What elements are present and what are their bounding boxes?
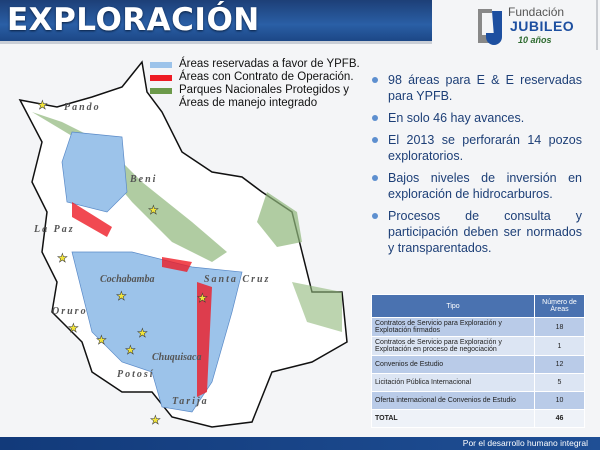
bullet-text: El 2013 se perforarán 14 pozos explorato… [388, 133, 582, 163]
cell-numero: 18 [534, 317, 585, 337]
logo-line2: JUBILEO [510, 18, 575, 34]
table-row: Licitación Pública Internacional 5 [371, 373, 585, 392]
bullet-text: 98 áreas para E & E reservadas para YPFB… [388, 73, 582, 103]
cell-total-label: TOTAL [371, 409, 535, 428]
svg-text:★: ★ [150, 413, 161, 427]
footer-text: Por el desarrollo humano integral [462, 438, 588, 448]
table-row: Oferta internacional de Convenios de Est… [371, 391, 585, 410]
svg-text:★: ★ [148, 203, 159, 217]
region-label-potosi: Potosí [117, 369, 155, 380]
fundacion-jubileo-logo: Fundación JUBILEO 10 años [470, 3, 580, 47]
cell-numero: 12 [534, 355, 585, 374]
legend-item: Parques Nacionales Protegidos y Áreas de… [150, 84, 360, 110]
svg-text:★: ★ [68, 321, 79, 335]
table-row: Contratos de Servicio para Exploración y… [371, 336, 585, 356]
cell-total-value: 46 [534, 409, 585, 428]
cell-numero: 5 [534, 373, 585, 392]
legend-swatch [150, 88, 172, 94]
region-label-cochabamba: Cochabamba [100, 274, 154, 285]
cell-tipo: Contratos de Servicio para Exploración y… [371, 336, 535, 356]
logo-line1: Fundación [508, 5, 565, 19]
bullet-item: El 2013 se perforarán 14 pozos explorato… [372, 132, 582, 164]
logo-line3: 10 años [518, 35, 552, 45]
table-row: Contratos de Servicio para Exploración y… [371, 317, 585, 337]
logo-mark-icon [478, 9, 502, 45]
bullet-icon [372, 77, 378, 83]
region-label-la-paz: La Paz [33, 224, 75, 235]
capital-star-icons: ★★★★ ★★ ★★★★ [37, 98, 208, 428]
svg-text:★: ★ [57, 251, 68, 265]
svg-text:★: ★ [96, 333, 107, 347]
bullet-icon [372, 175, 378, 181]
bolivia-map: Pando Beni La Paz Cochabamba Santa Cruz … [18, 60, 348, 428]
svg-text:★: ★ [116, 289, 127, 303]
bullet-text: Procesos de consulta y participación deb… [388, 209, 582, 255]
cell-numero: 1 [534, 336, 585, 356]
bullet-text: Bajos niveles de inversión en exploració… [388, 171, 582, 201]
bullet-item: 98 áreas para E & E reservadas para YPFB… [372, 72, 582, 104]
bullet-item: Bajos niveles de inversión en exploració… [372, 170, 582, 202]
bullet-item: Procesos de consulta y participación deb… [372, 208, 582, 256]
title-bar: EXPLORACIÓN [0, 0, 432, 44]
areas-table: Tipo Número de Áreas Contratos de Servici… [371, 294, 585, 428]
region-label-pando: Pando [64, 102, 101, 113]
cell-tipo: Licitación Pública Internacional [371, 373, 535, 392]
bullet-icon [372, 213, 378, 219]
legend-item: Áreas reservadas a favor de YPFB. [150, 58, 360, 71]
page-title: EXPLORACIÓN [7, 2, 260, 38]
header-tipo: Tipo [371, 294, 535, 318]
region-label-santa-cruz: Santa Cruz [204, 274, 270, 285]
header-numero: Número de Áreas [534, 294, 585, 318]
legend-label: Áreas reservadas a favor de YPFB. [179, 58, 360, 70]
bullet-text: En solo 46 hay avances. [388, 111, 525, 125]
svg-text:★: ★ [125, 343, 136, 357]
bullet-icon [372, 137, 378, 143]
cell-numero: 10 [534, 391, 585, 410]
cell-tipo: Convenios de Estudio [371, 355, 535, 374]
footer-bar: Por el desarrollo humano integral [0, 437, 600, 450]
bullet-icon [372, 115, 378, 121]
table-total-row: TOTAL 46 [371, 409, 585, 428]
legend-item: Áreas con Contrato de Operación. [150, 71, 360, 84]
region-label-beni: Beni [129, 174, 157, 185]
svg-text:★: ★ [37, 98, 48, 112]
region-label-oruro: Oruro [52, 306, 88, 317]
legend-swatch [150, 62, 172, 68]
region-label-chuquisaca: Chuquisaca [152, 352, 201, 363]
map-legend: Áreas reservadas a favor de YPFB. Áreas … [150, 58, 360, 110]
legend-label: Áreas con Contrato de Operación. [179, 71, 354, 83]
bullet-list: 98 áreas para E & E reservadas para YPFB… [372, 72, 582, 262]
region-label-tarija: Tarija [172, 396, 209, 407]
table-header: Tipo Número de Áreas [371, 294, 585, 318]
legend-label: Parques Nacionales Protegidos y Áreas de… [179, 84, 350, 109]
svg-text:★: ★ [197, 291, 208, 305]
legend-swatch [150, 75, 172, 81]
bullet-item: En solo 46 hay avances. [372, 110, 582, 126]
divider [596, 0, 598, 50]
svg-text:★: ★ [137, 326, 148, 340]
cell-tipo: Contratos de Servicio para Exploración y… [371, 317, 535, 337]
cell-tipo: Oferta internacional de Convenios de Est… [371, 391, 535, 410]
table-row: Convenios de Estudio 12 [371, 355, 585, 374]
